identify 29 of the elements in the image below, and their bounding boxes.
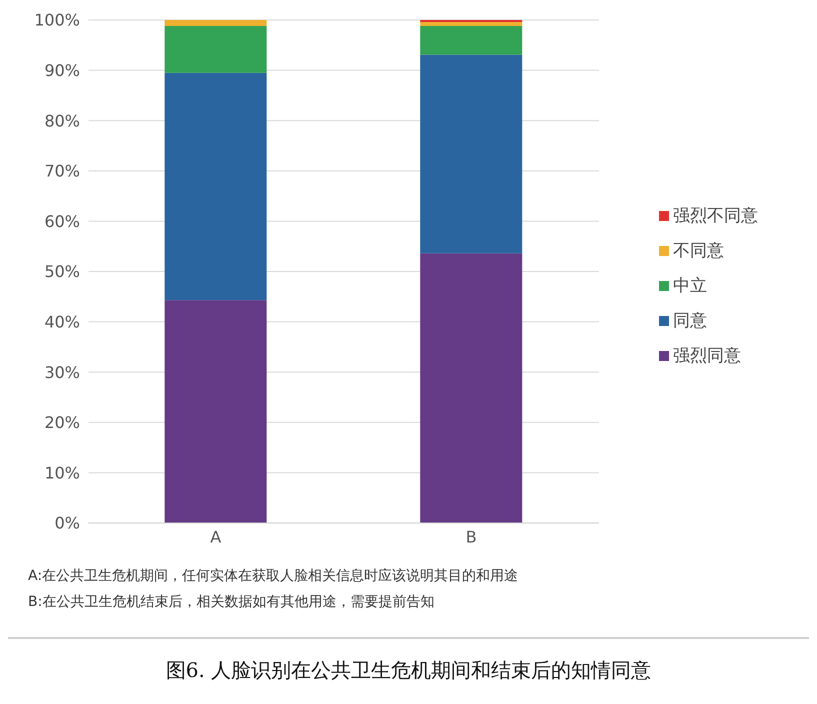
y-tick-label: 100% — [34, 10, 80, 30]
legend-label: 同意 — [673, 310, 707, 332]
text: A:在公共卫生危机期间，任何实体在获取人脸相关信息时应该说明其目的和用途 — [28, 567, 520, 586]
y-tick-label: 80% — [44, 111, 80, 130]
legend-label: 不同意 — [673, 240, 724, 262]
x-tick-label: B — [466, 527, 477, 546]
text: 图6. 人脸识别在公共卫生危机期间和结束后的知情同意 — [164, 657, 652, 684]
y-tick-label: 20% — [44, 413, 80, 432]
y-tick-label: 70% — [44, 162, 80, 181]
legend-label: 中立 — [673, 275, 707, 297]
y-tick-label: 0% — [54, 514, 80, 533]
bar — [164, 26, 267, 73]
bar — [164, 300, 267, 523]
bar — [420, 26, 522, 55]
y-tick-label: 40% — [44, 312, 80, 332]
legend-label: 强烈不同意 — [673, 205, 758, 227]
bar — [164, 20, 267, 26]
y-tick-label: 50% — [44, 262, 80, 282]
y-tick-label: 60% — [44, 212, 80, 231]
bar — [164, 72, 267, 300]
text: B:在公共卫生危机结束后，相关数据如有其他用途，需要提前告知 — [28, 593, 436, 612]
bar — [420, 22, 522, 26]
y-tick-label: 30% — [44, 362, 80, 382]
x-tick-label: A — [210, 527, 222, 546]
bar — [420, 54, 522, 254]
y-tick-label: 10% — [44, 463, 80, 482]
y-tick-label: 90% — [44, 60, 80, 80]
legend-label: 强烈同意 — [673, 345, 741, 367]
bar — [420, 253, 522, 523]
